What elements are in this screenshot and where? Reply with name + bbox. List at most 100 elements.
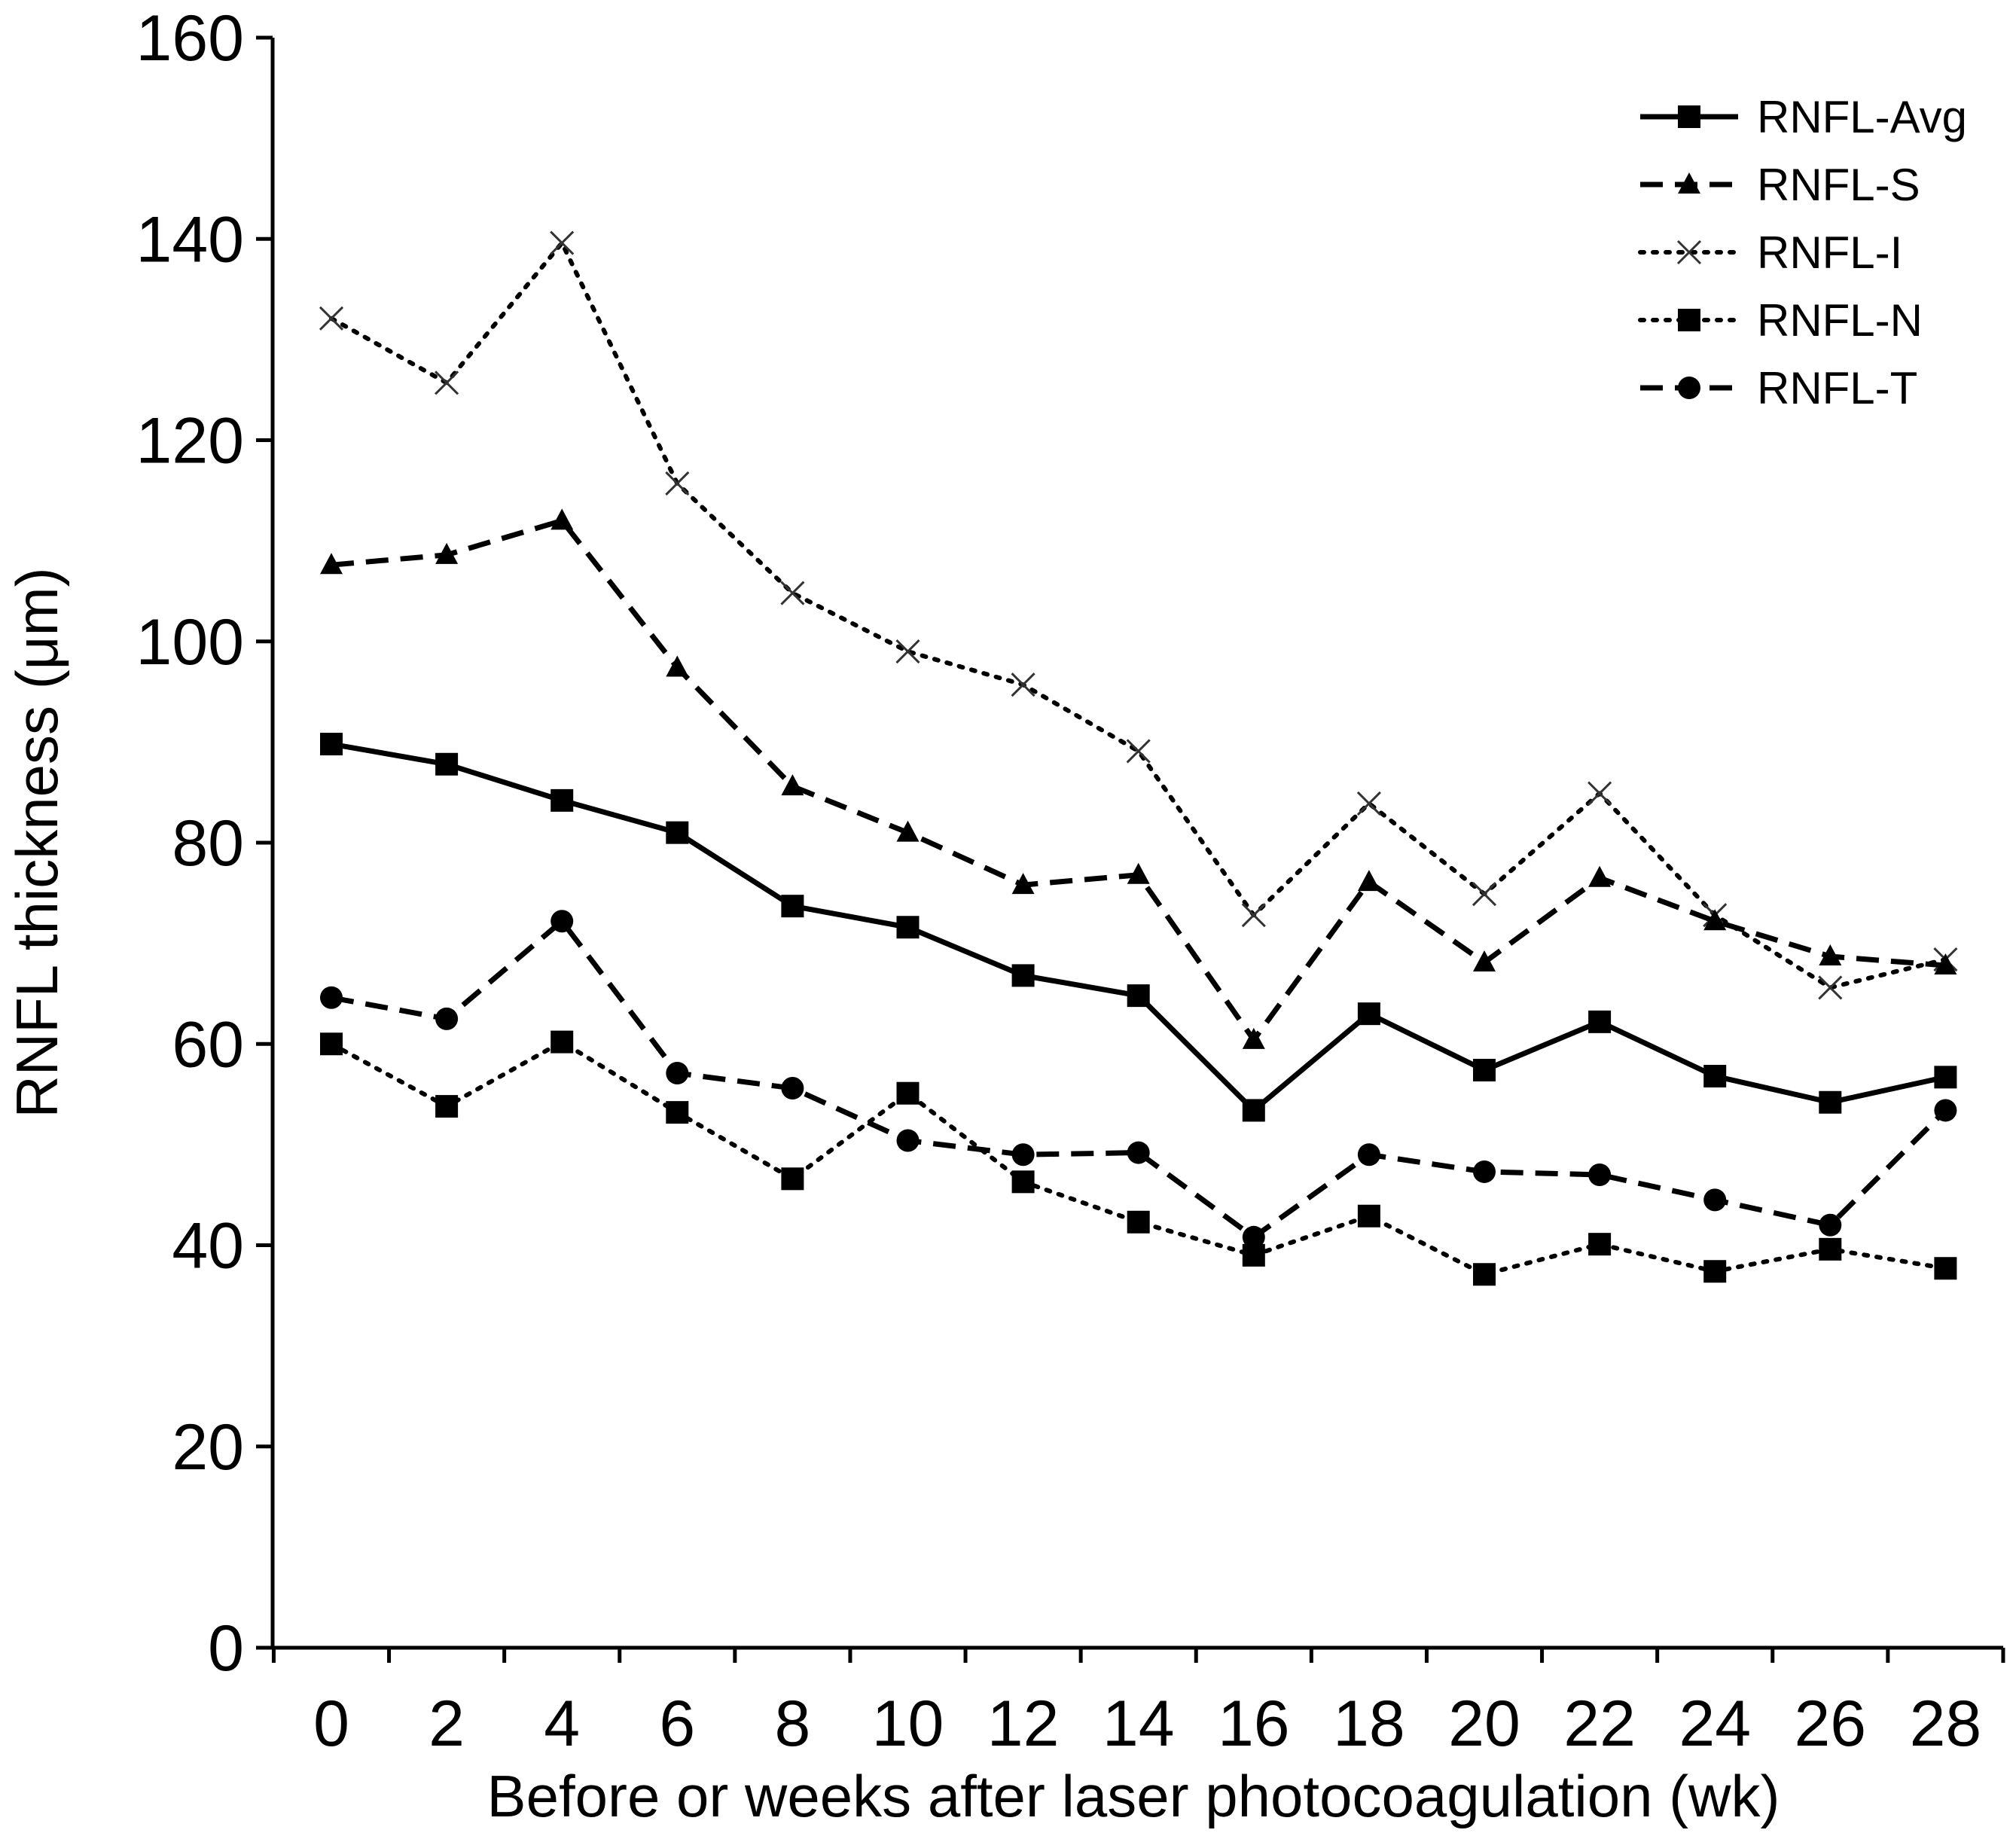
x-tick-label: 4 xyxy=(544,1688,580,1760)
data-point xyxy=(781,774,804,796)
data-point xyxy=(780,581,805,605)
data-point xyxy=(1934,1099,1957,1122)
data-point xyxy=(1588,1010,1612,1033)
y-tick-label: 80 xyxy=(172,807,244,880)
x-ticks: 0 2 4 6 8 10 12 14 16 18 20 22 24 26 28 xyxy=(271,1648,2005,1760)
data-point xyxy=(1703,1188,1727,1212)
x-axis-title: Before or weeks after laser photocoagula… xyxy=(487,1763,1780,1829)
series-line xyxy=(329,1039,1948,1277)
x-tick-label: 14 xyxy=(1103,1688,1175,1760)
y-tick-label: 120 xyxy=(136,405,245,477)
data-point xyxy=(665,471,690,496)
legend-item: RNFL-S xyxy=(1640,160,1920,210)
data-point xyxy=(666,821,689,844)
data-point xyxy=(1703,909,1727,931)
y-tick-label: 140 xyxy=(136,203,245,276)
data-point xyxy=(1011,672,1035,697)
axes xyxy=(270,38,2003,1650)
data-point xyxy=(1934,1257,1957,1280)
data-point xyxy=(320,733,343,756)
data-point xyxy=(550,230,575,255)
series-rnfl-avg xyxy=(320,733,1957,1122)
y-axis-title: RNFL thickness (μm) xyxy=(4,567,70,1118)
data-point xyxy=(1934,1066,1957,1089)
x-tick-label: 26 xyxy=(1794,1688,1866,1760)
legend-marker xyxy=(1678,377,1700,399)
series-line xyxy=(331,741,1947,1113)
data-point xyxy=(895,639,920,664)
data-point xyxy=(1011,964,1035,987)
series-line xyxy=(331,918,1947,1240)
data-point xyxy=(435,542,459,564)
data-point xyxy=(1588,1163,1612,1186)
x-tick-label: 16 xyxy=(1218,1688,1290,1760)
data-point xyxy=(1357,1143,1380,1167)
data-point xyxy=(1011,873,1035,895)
data-point xyxy=(435,1095,459,1118)
data-point xyxy=(1127,862,1150,884)
data-point xyxy=(320,1032,343,1056)
data-point xyxy=(551,788,574,812)
legend-item: RNFL-Avg xyxy=(1640,92,1967,142)
data-point xyxy=(1819,944,1842,965)
legend-label: RNFL-T xyxy=(1757,363,1917,413)
legend-item: RNFL-I xyxy=(1638,227,1902,278)
data-point xyxy=(1126,739,1151,764)
y-ticks: 0 20 40 60 80 100 120 140 160 xyxy=(136,2,273,1685)
data-point xyxy=(1818,975,1843,1000)
data-point xyxy=(435,1007,459,1030)
data-point xyxy=(1011,1170,1035,1194)
data-point xyxy=(781,895,804,918)
data-point xyxy=(1703,1065,1727,1088)
data-point xyxy=(1473,1160,1496,1183)
data-point xyxy=(666,1062,689,1085)
legend-marker xyxy=(1676,239,1702,265)
data-point xyxy=(1242,1027,1265,1049)
data-point xyxy=(1472,882,1497,907)
y-tick-label: 160 xyxy=(136,2,245,75)
data-point xyxy=(551,508,574,530)
series-layer xyxy=(319,230,1958,1286)
data-point xyxy=(1473,950,1496,972)
data-point xyxy=(1588,865,1612,887)
y-tick-label: 100 xyxy=(136,606,245,679)
data-point xyxy=(1703,1260,1727,1283)
data-point xyxy=(1588,1233,1612,1256)
data-point xyxy=(551,910,574,933)
data-point xyxy=(1241,903,1266,928)
data-point xyxy=(1473,1263,1496,1286)
series-line xyxy=(331,517,1946,1043)
data-point xyxy=(1587,781,1612,806)
data-point xyxy=(1127,984,1150,1008)
data-point xyxy=(1242,1099,1265,1122)
data-point xyxy=(1242,1225,1265,1249)
x-tick-label: 24 xyxy=(1679,1688,1751,1760)
series-rnfl-n xyxy=(320,1030,1957,1286)
y-tick-label: 40 xyxy=(172,1210,244,1282)
data-point xyxy=(551,1030,574,1054)
x-tick-label: 8 xyxy=(774,1688,810,1760)
data-point xyxy=(1819,1237,1842,1261)
x-tick-label: 2 xyxy=(429,1688,465,1760)
legend-item: RNFL-T xyxy=(1640,363,1917,413)
data-point xyxy=(666,655,689,677)
data-point xyxy=(1127,1210,1150,1234)
x-tick-label: 12 xyxy=(987,1688,1060,1760)
data-point xyxy=(320,986,343,1009)
legend-label: RNFL-I xyxy=(1757,227,1902,278)
legend-label: RNFL-Avg xyxy=(1757,92,1967,142)
data-point xyxy=(319,306,344,331)
x-tick-label: 28 xyxy=(1910,1688,1982,1760)
data-point xyxy=(896,820,920,842)
legend: RNFL-Avg RNFL-S RNFL-I RNFL-N RNFL-T xyxy=(1638,92,1967,413)
legend-marker xyxy=(1678,105,1700,128)
x-tick-label: 18 xyxy=(1333,1688,1405,1760)
legend-label: RNFL-S xyxy=(1757,160,1920,210)
data-point xyxy=(1473,1058,1496,1081)
legend-marker xyxy=(1678,309,1700,331)
y-tick-label: 60 xyxy=(172,1008,244,1081)
data-point xyxy=(781,1077,804,1100)
y-tick-label: 0 xyxy=(208,1612,244,1685)
series-line xyxy=(329,240,1948,990)
